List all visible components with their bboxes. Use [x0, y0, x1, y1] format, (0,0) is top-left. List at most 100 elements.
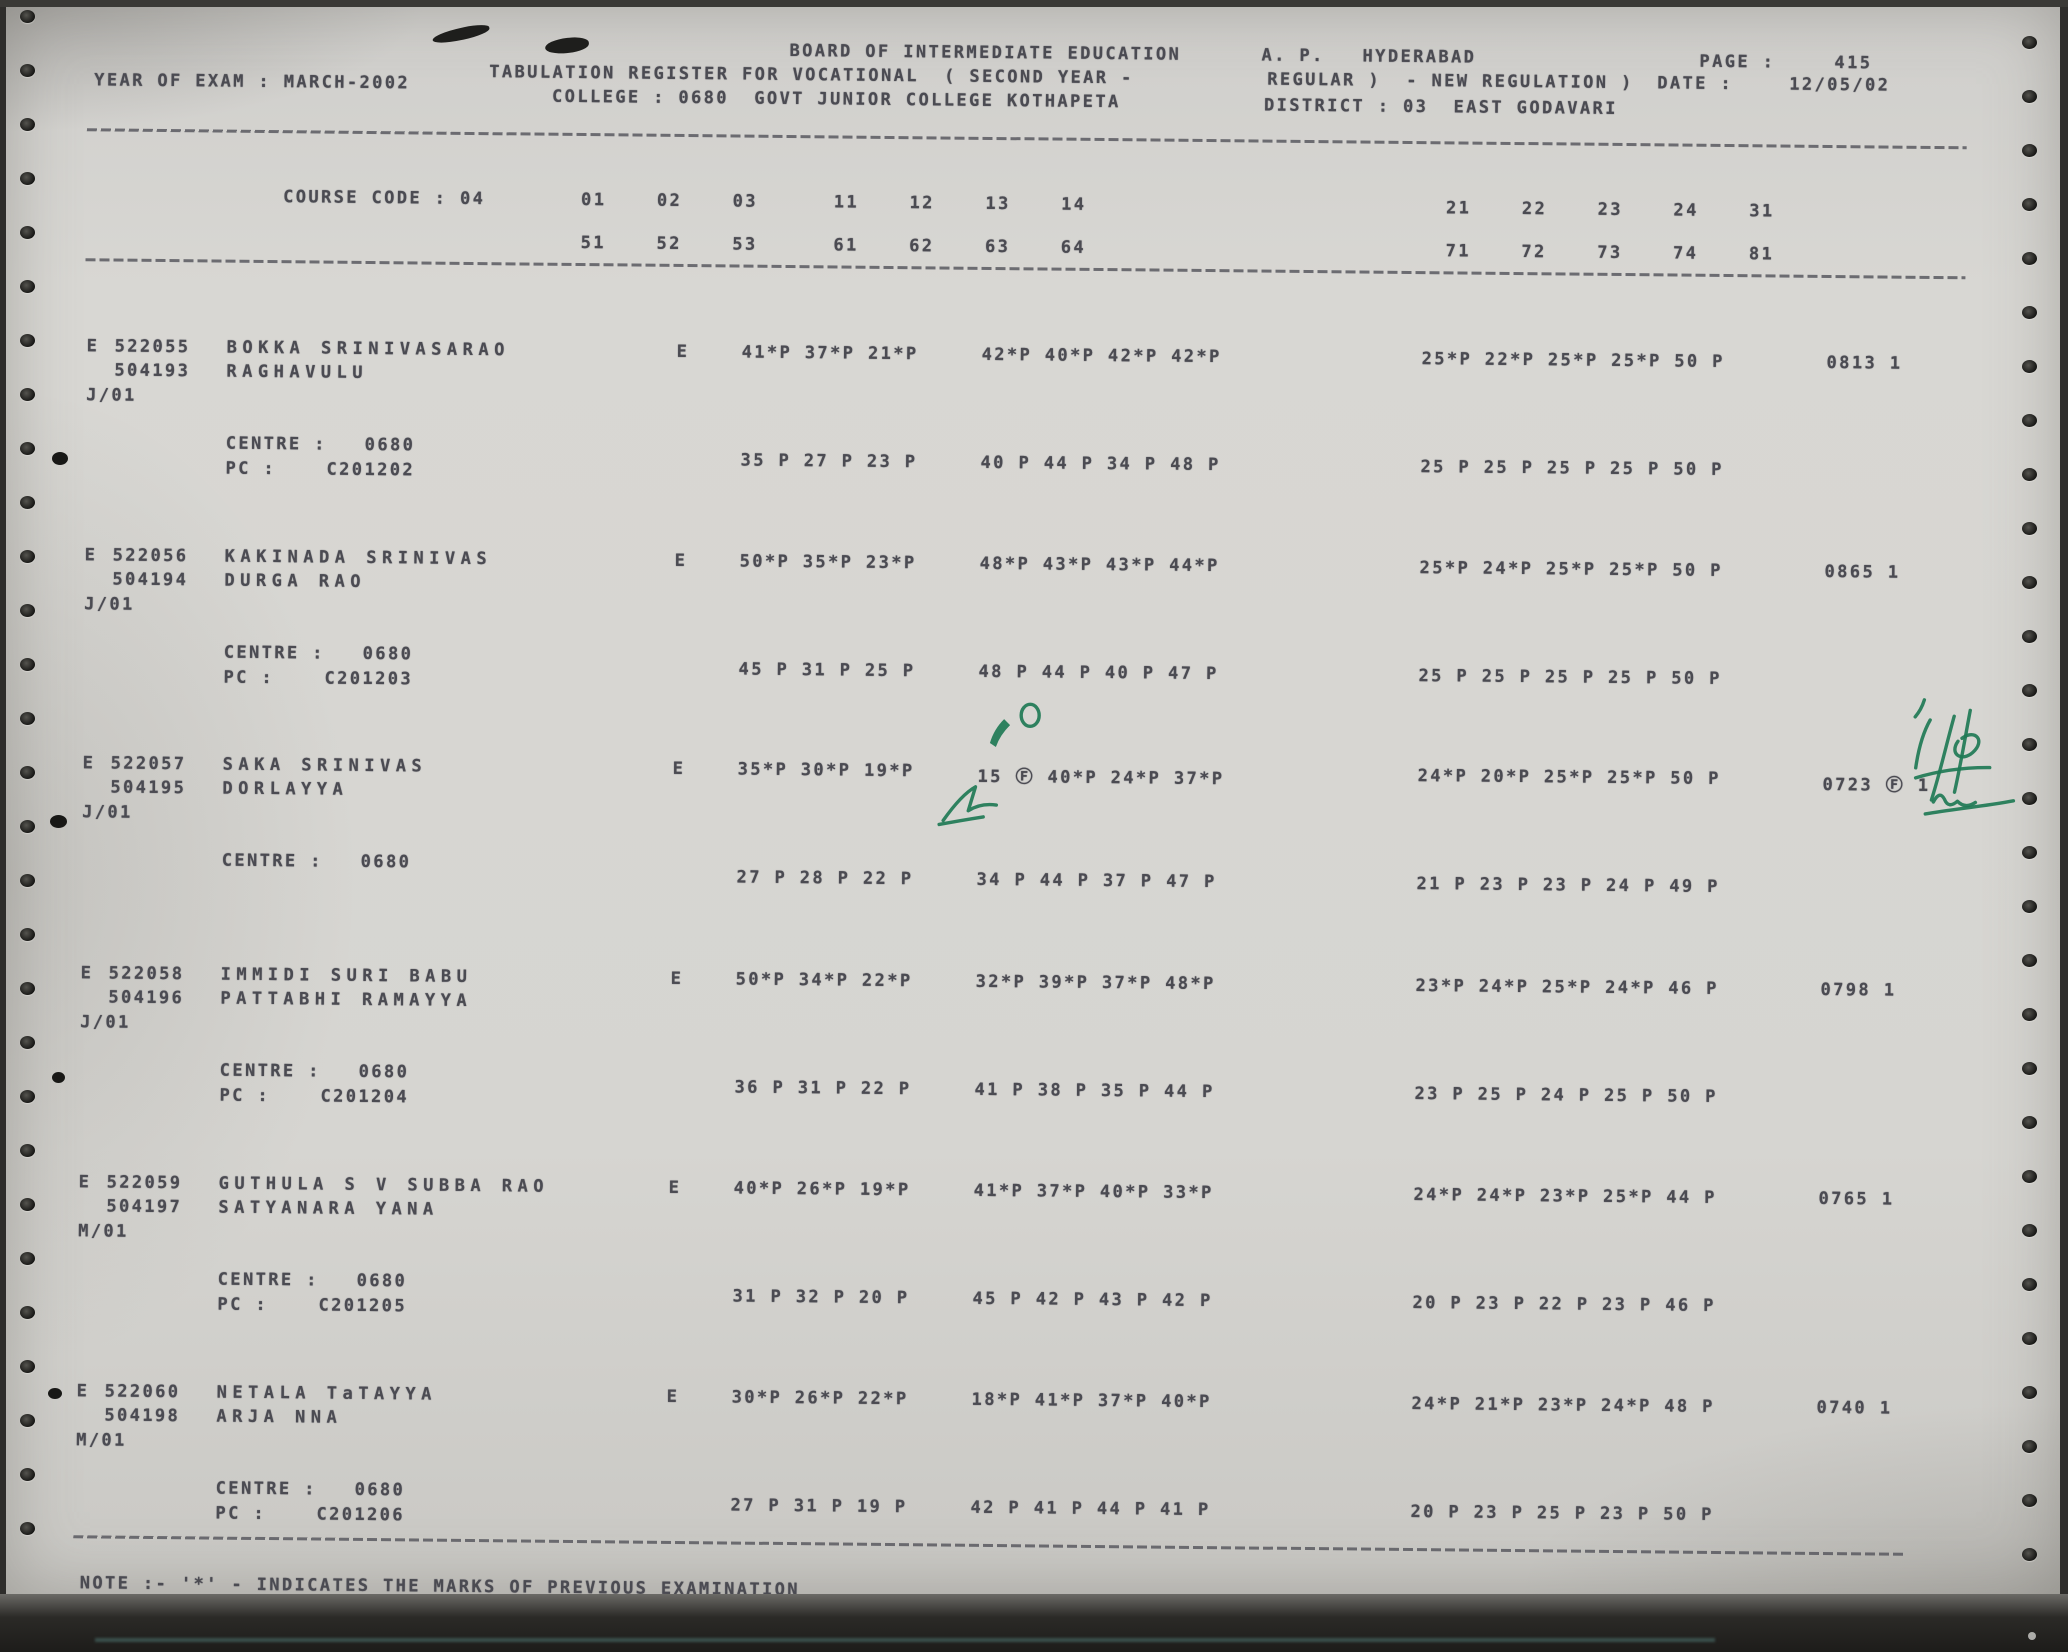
record-name: NETALA TaTAYYA: [216, 1382, 438, 1405]
tractor-hole: [2022, 1494, 2037, 1507]
tractor-hole: [20, 442, 35, 455]
record-medium: E: [670, 968, 684, 990]
tractor-hole: [20, 388, 35, 401]
green-pen-tick: [937, 785, 999, 827]
record-regno: 522058: [108, 963, 185, 985]
tractor-hole: [20, 118, 35, 131]
tractor-hole: [20, 496, 35, 509]
tractor-hole: [20, 982, 35, 995]
record-marks1-group3: 24*P 21*P 23*P 24*P 48 P: [1411, 1394, 1715, 1417]
record-total: 0765 1: [1818, 1188, 1895, 1210]
record-regno2: 504195: [110, 777, 187, 799]
record-total: 0740 1: [1816, 1397, 1893, 1419]
record-marks2-group2: 42 P 41 P 44 P 41 P: [970, 1497, 1211, 1521]
record-total: 0865 1: [1824, 561, 1901, 583]
tractor-hole: [2022, 522, 2037, 535]
record-month-code: J/01: [80, 1012, 131, 1033]
record-marks1-group2: 41*P 37*P 40*P 33*P: [973, 1180, 1214, 1204]
record-marks2-group3: 20 P 23 P 22 P 23 P 46 P: [1412, 1293, 1716, 1316]
tractor-hole: [2022, 90, 2037, 103]
record-flag: E: [78, 1172, 92, 1193]
tractor-hole: [20, 1306, 35, 1319]
record-father-name: DURGA RAO: [224, 570, 367, 592]
record-marks1-group1: 40*P 26*P 19*P: [733, 1178, 911, 1201]
tractor-hole: [2022, 1278, 2037, 1291]
record-medium: E: [666, 1386, 680, 1408]
record-pc-code: PC : C201206: [215, 1503, 406, 1526]
record-total: 0798 1: [1820, 979, 1897, 1001]
record-marks2-group3: 21 P 23 P 23 P 24 P 49 P: [1416, 874, 1720, 897]
green-pen-scribble: [1913, 698, 2016, 816]
record-marks1-group2: 15 Ⓕ 40*P 24*P 37*P: [977, 766, 1225, 790]
record-pc-code: PC : C201205: [217, 1294, 408, 1317]
tractor-hole: [2022, 144, 2037, 157]
record-flag: E: [80, 963, 94, 984]
ink-blob: [52, 452, 68, 465]
tractor-hole: [20, 334, 35, 347]
record-marks1-group1: 30*P 26*P 22*P: [731, 1387, 909, 1410]
record-centre: CENTRE : 0680: [219, 1060, 410, 1083]
record-month-code: J/01: [84, 594, 135, 615]
tractor-hole: [2022, 468, 2037, 481]
tractor-hole: [20, 874, 35, 887]
record-regno: 522060: [104, 1381, 181, 1403]
record-name: BOKKA SRINIVASARAO: [226, 337, 510, 361]
record-father-name: PATTABHI RAMAYYA: [220, 988, 473, 1012]
record-marks2-group3: 20 P 23 P 25 P 23 P 50 P: [1410, 1502, 1714, 1525]
tractor-hole: [20, 1036, 35, 1049]
record-father-name: ARJA NNA: [216, 1406, 343, 1428]
tractor-hole: [20, 928, 35, 941]
record-centre: CENTRE : 0680: [217, 1269, 408, 1292]
tractor-hole: [2022, 414, 2037, 427]
tractor-hole: [2022, 792, 2037, 805]
record-marks1-group1: 41*P 37*P 21*P: [741, 342, 919, 365]
scanner-bottom-band: [0, 1594, 2068, 1652]
tractor-hole: [20, 1360, 35, 1373]
record-marks1-group1: 50*P 35*P 23*P: [739, 551, 917, 574]
record-name: IMMIDI SURI BABU: [220, 964, 473, 988]
green-pen-mark-above-fail: [989, 702, 1041, 748]
record-marks2-group2: 40 P 44 P 34 P 48 P: [980, 452, 1221, 476]
tractor-hole: [2022, 1008, 2037, 1021]
ink-blob: [52, 1072, 65, 1083]
tractor-hole: [2022, 1548, 2037, 1561]
tractor-hole: [2022, 306, 2037, 319]
record-marks1-group3: 24*P 20*P 25*P 25*P 50 P: [1417, 766, 1721, 789]
record-regno2: 504197: [106, 1196, 183, 1218]
record-marks2-group1: 35 P 27 P 23 P: [740, 450, 918, 473]
record-regno2: 504198: [104, 1405, 181, 1427]
record-month-code: J/01: [86, 385, 137, 406]
record-marks2-group2: 48 P 44 P 40 P 47 P: [978, 661, 1219, 685]
record-marks2-group1: 31 P 32 P 20 P: [732, 1286, 910, 1309]
scanner-top-edge: [0, 0, 2068, 7]
record-marks1-group2: 18*P 41*P 37*P 40*P: [971, 1389, 1212, 1413]
record-centre: CENTRE : 0680: [225, 433, 416, 456]
record-name: SAKA SRINIVAS: [222, 754, 428, 777]
record-flag: E: [76, 1381, 90, 1402]
ink-blob: [48, 1388, 62, 1399]
tractor-hole: [2022, 252, 2037, 265]
record-regno: 522059: [106, 1172, 183, 1194]
record-pc-code: PC : C201202: [225, 458, 416, 481]
tractor-hole: [20, 172, 35, 185]
record-flag: E: [82, 753, 96, 774]
record-marks2-group2: 45 P 42 P 43 P 42 P: [972, 1288, 1213, 1312]
record-name: GUTHULA S V SUBBA RAO: [218, 1173, 550, 1197]
record-centre: CENTRE : 0680: [215, 1478, 406, 1501]
tractor-holes-right: [2022, 0, 2038, 1652]
student-record: E 522055 BOKKA SRINIVASARAO 504193 RAGHA…: [0, 335, 2065, 515]
record-marks1-group2: 42*P 40*P 42*P 42*P: [981, 344, 1222, 368]
tractor-hole: [20, 1522, 35, 1535]
record-marks1-group3: 25*P 24*P 25*P 25*P 50 P: [1419, 558, 1723, 581]
record-total: 0813 1: [1826, 352, 1903, 374]
tractor-hole: [20, 280, 35, 293]
record-marks1-group1: 35*P 30*P 19*P: [737, 759, 915, 782]
tractor-hole: [20, 10, 35, 23]
student-record: E 522056 KAKINADA SRINIVAS 504194 DURGA …: [0, 544, 2063, 724]
record-medium: E: [672, 758, 686, 780]
tractor-hole: [20, 64, 35, 77]
record-marks1-group2: 32*P 39*P 37*P 48*P: [975, 971, 1216, 995]
record-father-name: SATYANARA YANA: [218, 1197, 439, 1220]
